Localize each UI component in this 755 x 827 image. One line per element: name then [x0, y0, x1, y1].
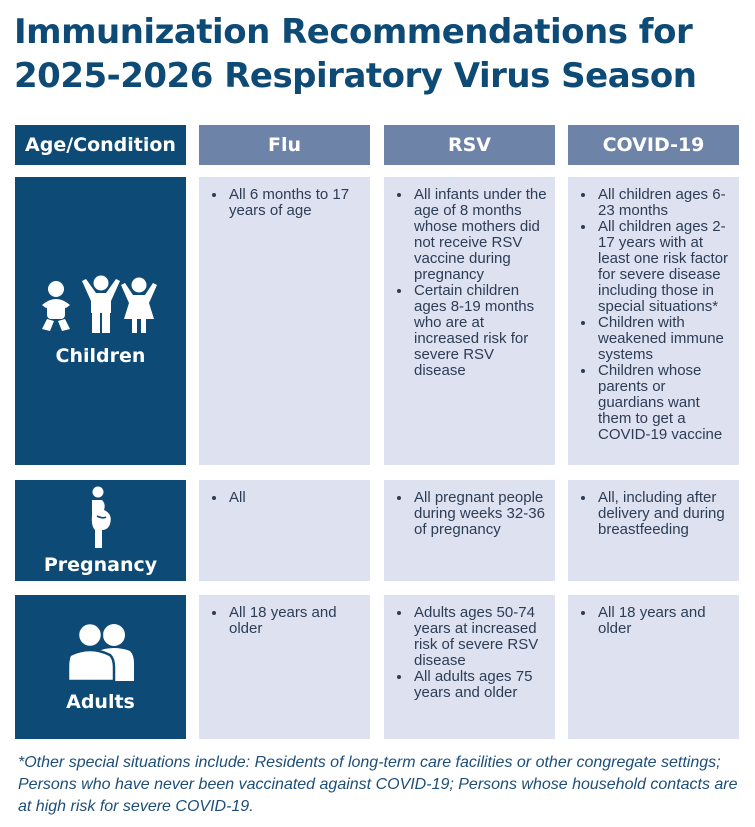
cell-children-rsv: All infants under the age of 8 months wh…	[384, 177, 555, 465]
cell-adults-rsv: Adults ages 50-74 years at increased ris…	[384, 595, 555, 739]
row-label-text: Pregnancy	[43, 553, 158, 576]
cell-pregnancy-rsv: All pregnant people during weeks 32-36 o…	[384, 480, 555, 581]
list-item: Adults ages 50-74 years at increased ris…	[412, 605, 547, 669]
row-label-adults: Adults	[15, 595, 186, 739]
cell-adults-covid: All 18 years and older	[568, 595, 739, 739]
list-item: All infants under the age of 8 months wh…	[412, 187, 547, 283]
row-label-text: Children	[55, 345, 146, 367]
list-item: All, including after delivery and during…	[596, 490, 731, 538]
list-item: All	[227, 490, 362, 506]
header-age-condition: Age/Condition	[15, 125, 186, 165]
list-item: All 6 months to 17 years of age	[227, 187, 362, 219]
cell-adults-flu: All 18 years and older	[199, 595, 370, 739]
list-item: All 18 years and older	[227, 605, 362, 637]
list-item: All children ages 2-17 years with at lea…	[596, 219, 731, 315]
list-item: All 18 years and older	[596, 605, 731, 637]
list-item: Certain children ages 8-19 months who ar…	[412, 283, 547, 379]
cell-children-flu: All 6 months to 17 years of age	[199, 177, 370, 465]
row-label-children: Children	[15, 177, 186, 465]
footnote: *Other special situations include: Resid…	[18, 754, 738, 815]
header-covid: COVID-19	[568, 125, 739, 165]
list-item: Children whose parents or guardians want…	[596, 363, 731, 443]
page-title: Immunization Recommendations for 2025-20…	[14, 12, 697, 96]
cell-pregnancy-covid: All, including after delivery and during…	[568, 480, 739, 581]
pregnant-person-icon	[86, 486, 116, 550]
header-flu: Flu	[199, 125, 370, 165]
row-label-text: Adults	[66, 691, 135, 713]
children-icon	[38, 275, 164, 335]
row-label-pregnancy: Pregnancy	[15, 480, 186, 581]
header-rsv: RSV	[384, 125, 555, 165]
list-item: All children ages 6-23 months	[596, 187, 731, 219]
list-item: Children with weakened immune systems	[596, 315, 731, 363]
cell-children-covid: All children ages 6-23 months All childr…	[568, 177, 739, 465]
adults-icon	[67, 621, 134, 681]
list-item: All adults ages 75 years and older	[412, 669, 547, 701]
list-item: All pregnant people during weeks 32-36 o…	[412, 490, 547, 538]
cell-pregnancy-flu: All	[199, 480, 370, 581]
